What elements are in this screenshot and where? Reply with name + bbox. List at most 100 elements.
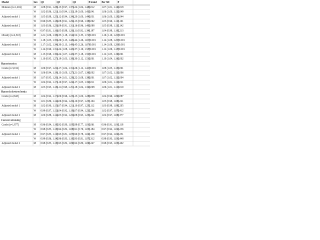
cell: 0.448	[118, 138, 125, 141]
cell: 0.98 (0.85, 1.13)	[41, 128, 58, 131]
cell: M	[34, 15, 37, 18]
cell: 0.008	[89, 86, 96, 89]
cell: 0.98 (0.93, 1.03)	[102, 138, 119, 141]
cell: 1.18 (1.04, 1.34)	[73, 86, 90, 89]
cell: 1.20 (1.00, 1.44)	[73, 15, 90, 18]
cell: M	[34, 95, 37, 98]
row-label: Diabetes (n=1,204)	[2, 6, 22, 9]
cell: 0.044	[118, 15, 125, 18]
cell: 1.06 (1.00, 1.13)	[102, 15, 119, 18]
cell: 0.088	[89, 25, 96, 28]
cell: 0.88 (0.77, 1.01)	[73, 123, 90, 126]
cell: 0.97 (0.92, 1.02)	[102, 133, 119, 136]
column-header: P trend	[89, 1, 98, 4]
cell: 0.006	[118, 72, 125, 75]
cell: 1.11 (0.94, 1.32)	[57, 11, 74, 14]
cell: 1.08 (0.91, 1.28)	[41, 6, 58, 9]
cell: 1.24 (1.07, 1.43)	[57, 53, 74, 56]
cell: 0.377	[118, 114, 125, 117]
cell: 1.02 (0.97, 1.08)	[102, 114, 119, 117]
cell: 1.11 (0.92, 1.34)	[73, 29, 90, 32]
cell: M	[34, 67, 37, 70]
cell: M	[34, 123, 37, 126]
cell: M	[34, 76, 37, 79]
cell: 1.10 (1.04, 1.16)	[102, 58, 119, 61]
cell: M	[34, 86, 37, 89]
cell: 1.08 (1.03, 1.13)	[102, 67, 119, 70]
cell: 0.001	[89, 76, 96, 79]
cell: W	[34, 29, 37, 32]
cell: W	[34, 39, 37, 42]
background	[0, 0, 150, 150]
cell: 1.17 (1.03, 1.32)	[73, 81, 90, 84]
cell: W	[34, 58, 37, 61]
cell: 1.07 (0.95, 1.20)	[41, 76, 58, 79]
cell: 0.93 (0.81, 1.07)	[73, 138, 90, 141]
cell: 1.15 (0.97, 1.37)	[57, 6, 74, 9]
cell: W	[34, 109, 37, 112]
cell: 0.197	[89, 29, 96, 32]
cell: 0.96 (0.84, 1.10)	[41, 123, 58, 126]
cell: 0.93 (0.81, 1.07)	[57, 133, 74, 136]
cell: W	[34, 20, 37, 23]
cell: 1.03 (0.98, 1.08)	[102, 105, 119, 108]
cell: 0.101	[118, 20, 125, 23]
cell: 0.184	[89, 128, 96, 131]
cell: 1.26 (1.12, 1.42)	[73, 67, 90, 70]
cell: M	[34, 34, 37, 37]
cell: 1.30 (1.12, 1.51)	[73, 58, 90, 61]
cell: 0.256	[118, 128, 125, 131]
cell: 1.19 (1.03, 1.38)	[57, 58, 74, 61]
cell: 1.17 (1.04, 1.31)	[57, 67, 74, 70]
cell: 0.91 (0.79, 1.05)	[73, 128, 90, 131]
cell: 1.13 (0.98, 1.30)	[41, 53, 58, 56]
cell: W	[34, 11, 37, 14]
cell: 0.99 (0.87, 1.12)	[41, 109, 58, 112]
cell: 0.99 (0.83, 1.18)	[41, 20, 58, 23]
cell: 0.004	[118, 76, 125, 79]
column-header: Q4	[73, 1, 77, 4]
cell: <0.001	[118, 48, 126, 51]
row-label: Crude (n=1,877)	[2, 123, 19, 126]
cell: M	[34, 114, 37, 117]
cell: W	[34, 81, 37, 84]
cell: M	[34, 44, 37, 47]
cell: 1.37 (1.19, 1.58)	[73, 48, 90, 51]
cell: 0.213	[118, 29, 125, 32]
row-label: Adjusted model 1	[2, 105, 21, 108]
cell: 1.16 (0.96, 1.40)	[73, 25, 90, 28]
cell: 0.061	[89, 123, 96, 126]
column-header: P	[118, 1, 120, 4]
cell: 0.012	[89, 6, 96, 9]
cell: M	[34, 105, 37, 108]
cell: 1.44 (1.26, 1.65)	[73, 39, 90, 42]
cell: 0.049	[118, 11, 125, 14]
cell: 1.05 (0.88, 1.26)	[57, 29, 74, 32]
cell: 0.268	[89, 109, 96, 112]
row-label: Adjusted model 1	[2, 76, 21, 79]
row-label: Adjusted model 2	[2, 53, 21, 56]
cell: 0.118	[118, 123, 124, 126]
cell: 1.08 (0.95, 1.23)	[73, 114, 90, 117]
cell: 1.21 (1.07, 1.36)	[73, 72, 90, 75]
cell: 0.038	[89, 95, 96, 98]
cell: 0.018	[118, 6, 125, 9]
cell: M	[34, 142, 37, 145]
cell: 1.07 (0.94, 1.22)	[73, 109, 90, 112]
cell: 1.07 (1.02, 1.12)	[102, 76, 119, 79]
cell: 1.09 (0.97, 1.22)	[41, 67, 58, 70]
cell: 0.99 (0.86, 1.14)	[41, 138, 58, 141]
cell: 1.30 (1.13, 1.49)	[57, 44, 74, 47]
row-label: Adjusted model 2	[2, 142, 21, 145]
cell: 1.14 (0.99, 1.31)	[41, 48, 58, 51]
cell: 1.06 (1.01, 1.11)	[102, 81, 119, 84]
cell: 0.001	[118, 67, 125, 70]
row-label: Crude (n=3,012)	[2, 67, 19, 70]
column-header: Q3	[57, 1, 61, 4]
cell: 0.95 (0.82, 1.09)	[57, 142, 74, 145]
cell: W	[34, 128, 37, 131]
cell: 1.01 (0.89, 1.14)	[41, 100, 58, 103]
cell: 1.10 (0.97, 1.25)	[73, 105, 90, 108]
cell: 1.10 (0.97, 1.24)	[57, 81, 74, 84]
cell: 1.06 (0.94, 1.19)	[41, 72, 58, 75]
